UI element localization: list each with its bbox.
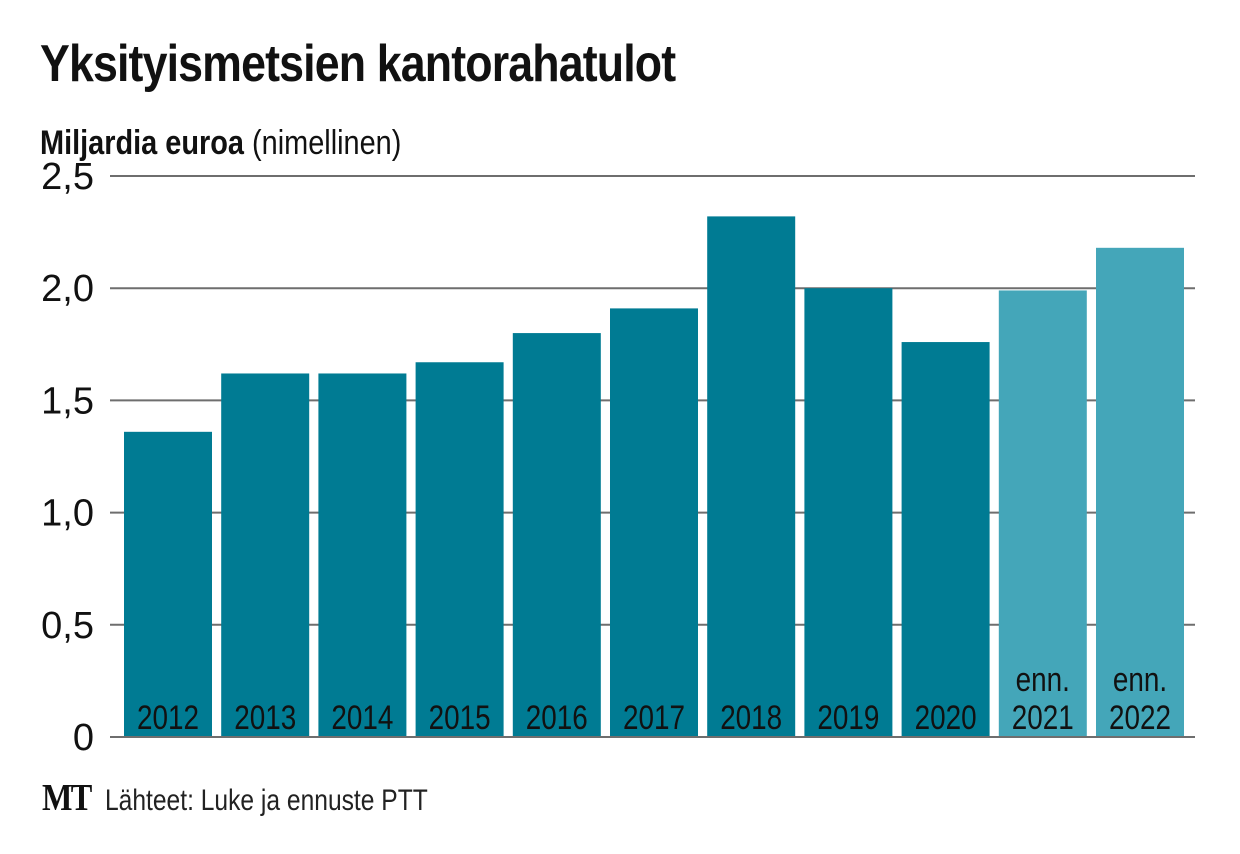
bar-2019 [804,288,893,737]
x-tick-label: 2019 [817,698,879,736]
bar-2020 [901,342,990,737]
y-tick-label: 0 [73,717,94,759]
bars [124,216,1184,738]
x-tick-label: 2020 [915,698,977,736]
forecast-prefix-label: enn. [1016,660,1070,698]
y-tick-label: 2,5 [41,156,94,198]
x-tick-label: 2014 [331,698,393,736]
bar-2022 [1096,247,1184,738]
bar-2018 [707,216,796,738]
bar-2014 [318,373,407,737]
bar-2013 [221,373,310,737]
unit-label: Miljardia euroa [40,124,244,162]
chart-title: Yksityismetsien kantorahatulot [40,35,676,93]
x-tick-label: 2013 [234,698,296,736]
bar-2016 [512,333,601,737]
x-tick-label: 2018 [720,698,782,736]
chart-subtitle: Miljardia euroa (nimellinen) [40,124,401,163]
y-tick-label: 0,5 [41,605,94,647]
forecast-prefix-label: enn. [1113,660,1167,698]
bar-2015 [415,362,504,737]
x-tick-label: 2015 [429,698,491,736]
bar-2021 [998,290,1087,737]
x-tick-label: 2016 [526,698,588,736]
y-tick-label: 1,5 [41,380,94,422]
y-tick-label: 2,0 [41,268,94,310]
bar-2012 [124,431,212,737]
bar-2017 [610,308,698,737]
y-tick-label: 1,0 [41,493,94,535]
footer: MT Lähteet: Luke ja ennuste PTT [42,776,499,820]
unit-note: (nimellinen) [252,124,402,162]
x-tick-label: 2021 [1012,698,1074,736]
x-axis-labels: 2012 2013 2014 2015 2016 2017 2018 2019 2020 2021… [110,660,1195,738]
mt-logo: MT [42,777,92,819]
y-axis-ticks: 0 0,5 1,0 1,5 2,0 2,5 [41,156,94,759]
x-tick-label: 2017 [623,698,685,736]
source-note: Lähteet: Luke ja ennuste PTT [105,784,428,817]
x-tick-label: 2022 [1109,698,1171,736]
x-tick-label: 2012 [137,698,199,736]
